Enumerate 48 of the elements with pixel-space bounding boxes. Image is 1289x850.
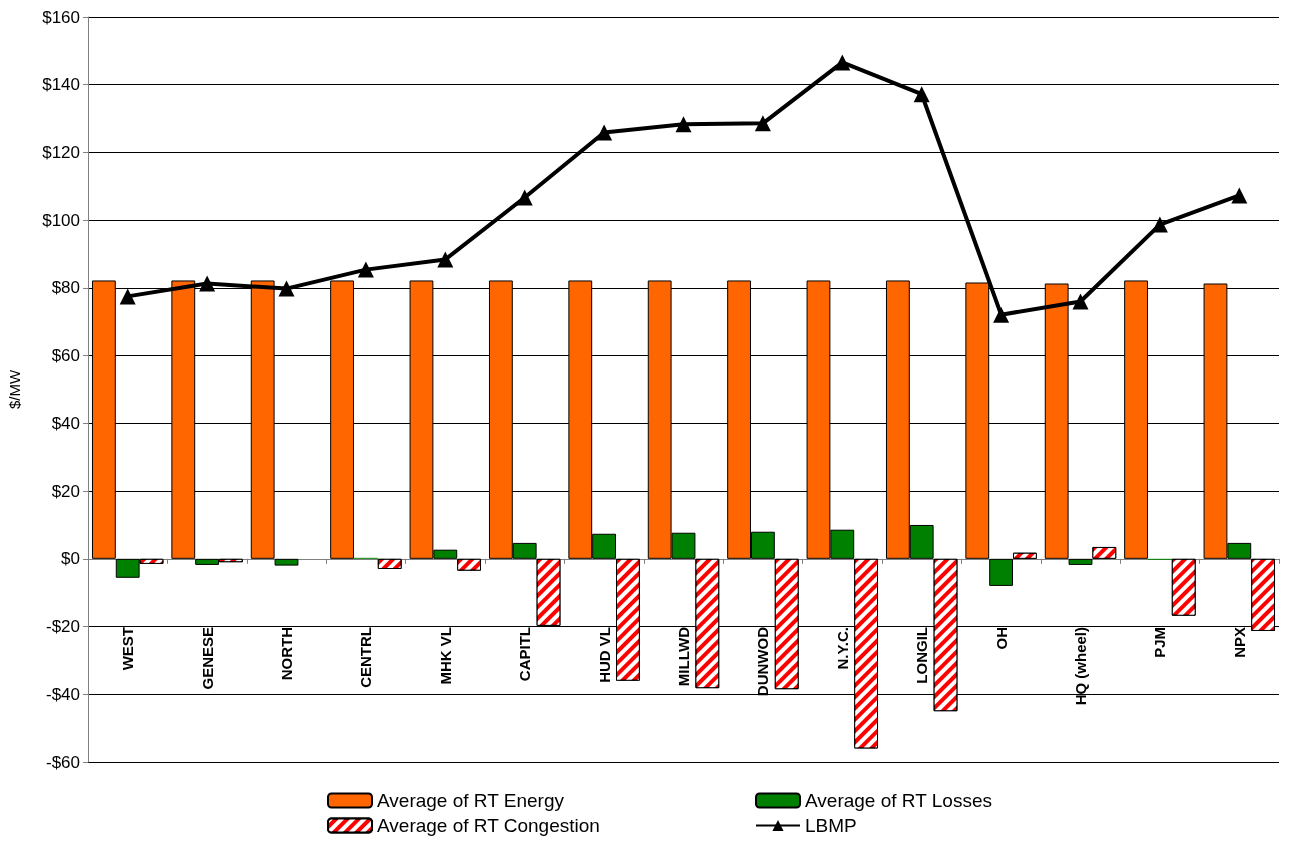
y-tick-label: $40 [51,413,80,433]
x-tick-label: CAPITL [516,627,534,682]
point [596,124,613,141]
point [1231,187,1248,204]
y-tick-label: -$60 [45,752,80,772]
y-tick-label: $160 [42,7,80,27]
point [437,251,454,268]
point [834,54,851,71]
y-tick-label: $140 [42,75,80,95]
point [1151,216,1168,233]
y-tick-label: $0 [61,549,80,569]
y-tick-label: $100 [42,210,80,230]
x-tick-label: NORTH [278,627,295,681]
point [754,115,771,132]
point [1072,293,1089,310]
y-tick-label: -$40 [45,684,80,704]
bar [989,558,1014,586]
x-tick-label: LONGIL [913,627,931,684]
legend-label: Average of RT Energy [377,790,565,811]
y-tick-label: -$20 [45,617,80,637]
x-tick-label: PJM [1151,627,1169,658]
x-tick-label: GENESE [198,627,216,690]
y-tick-label: $20 [51,481,80,501]
point [199,275,216,292]
x-tick-label: OH [992,627,1010,650]
point [119,288,136,305]
y-tick-label: $120 [42,142,80,162]
x-tick-label: HUD VL [595,627,613,683]
point [675,116,692,133]
x-tick-label: N.Y.C. [833,627,851,670]
x-tick-label: DUNWOD [754,626,772,697]
point [913,86,930,103]
point [993,306,1010,323]
point [278,280,295,297]
x-tick-label: MILLWD [675,626,692,687]
x-tick-label: MHK VL [436,627,454,685]
legend-label: Average of RT Congestion [377,815,600,836]
point [357,261,374,278]
y-tick-label: $80 [51,278,80,298]
legend-label: LBMP [805,815,857,836]
x-tick-label: WEST [119,627,137,671]
legend-label: Average of RT Losses [805,790,992,811]
y-axis-title: $/MW [6,369,23,410]
x-tick-label: CENTRL [357,627,375,688]
x-tick-label: NPX [1230,627,1248,658]
point [516,189,533,206]
y-tick-label: $60 [51,346,80,366]
x-tick-label: HQ (wheel) [1072,627,1089,706]
